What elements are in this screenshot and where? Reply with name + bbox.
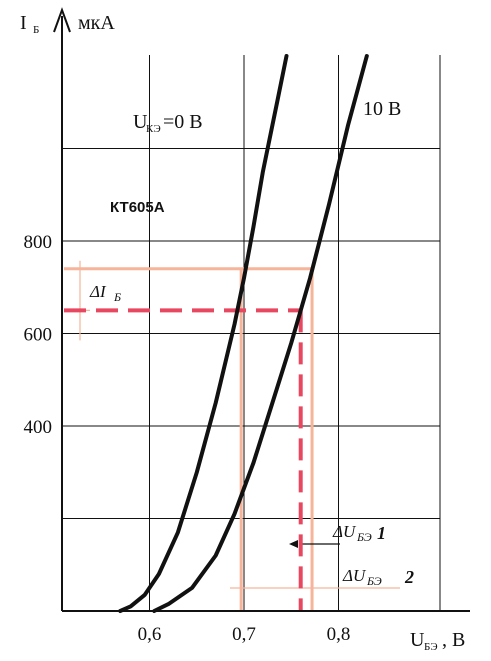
tick-labels: 0,6 0,7 0,8 400 600 800 [24,232,351,645]
arrow-head [289,540,298,548]
chart-labels: I Б мкА U БЭ , В КТ605А U КЭ =0 В 10 В Δ… [20,12,465,653]
x-axis-subscript: БЭ [424,641,438,653]
x-tick-label: 0,6 [138,624,162,645]
delta-voltage-2-subscript: БЭ [366,574,382,588]
delta-voltage-1-index: 1 [377,523,386,543]
curve-uke-0v [118,54,289,613]
y-axis-arrow [53,7,71,33]
y-axis-subscript: Б [33,24,39,36]
x-tick-label: 0,7 [232,624,256,645]
delta-current-subscript: Б [113,290,121,304]
y-axis-symbol: I [20,12,27,34]
guide-lines [64,260,400,611]
curves [118,54,369,613]
delta-voltage-1-subscript: БЭ [356,530,372,544]
curve-uke-10v [152,54,369,613]
x-tick-label: 0,8 [327,624,351,645]
chart-title: КТ605А [110,199,165,216]
axes [53,7,470,612]
series-label-subscript: КЭ [146,123,161,135]
y-tick-label: 600 [24,325,53,346]
y-tick-label: 400 [24,417,53,438]
grid [62,55,441,611]
series-label-10v: 10 В [363,98,401,120]
delta-current-symbol: ΔI [89,282,107,301]
series-label-symbol: U [133,111,148,133]
y-axis-unit: мкА [78,12,115,34]
x-axis-unit: , В [442,629,465,651]
series-label-rest: =0 В [163,111,203,133]
delta-voltage-1-symbol: ΔU [332,522,357,541]
y-tick-label: 800 [24,232,53,253]
x-axis-symbol: U [410,629,425,651]
delta-voltage-2-symbol: ΔU [342,566,367,585]
delta-voltage-2-index: 2 [404,567,414,587]
